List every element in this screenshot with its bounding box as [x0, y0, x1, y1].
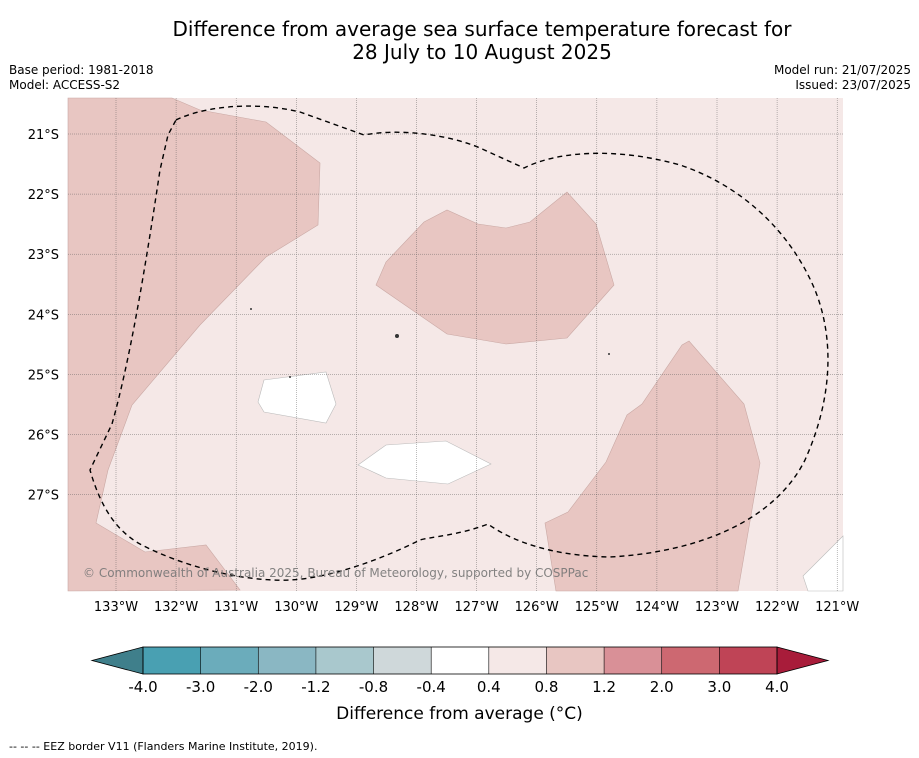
- chart-title: Difference from average sea surface temp…: [100, 18, 864, 64]
- colorbar-segment: [719, 647, 777, 674]
- colorbar-segment: [661, 647, 720, 674]
- island-1: [395, 334, 399, 338]
- white-region-3: [802, 535, 844, 592]
- title-line-1: Difference from average sea surface temp…: [172, 17, 792, 41]
- colorbar-tick-label: -0.8: [359, 678, 388, 696]
- colorbar-segment: [315, 647, 374, 674]
- white-region-1: [257, 371, 337, 424]
- lon-label: 123°W: [695, 600, 739, 615]
- lon-label: 125°W: [575, 600, 619, 615]
- lat-label: 23°S: [28, 248, 59, 263]
- colorbar-segment: [143, 647, 201, 674]
- lon-label: 130°W: [274, 600, 318, 615]
- colorbar-segment: [488, 647, 547, 674]
- lat-label: 24°S: [28, 308, 59, 323]
- colorbar-tick-label: 2.0: [650, 678, 674, 696]
- colorbar-segment: [373, 647, 432, 674]
- longitude-labels: 133°W 132°W 131°W 130°W 129°W 128°W 127°W 126°W…: [94, 600, 860, 615]
- colorbar-tick-labels: -4.0 -3.0 -2.0 -1.2 -0.8 -0.4 0.4 0.8 1.2 2.0 3.0 4…: [128, 678, 789, 696]
- lat-label: 25°S: [28, 368, 59, 383]
- colorbar-tick-label: -4.0: [128, 678, 157, 696]
- colorbar-tick-label: 0.4: [477, 678, 501, 696]
- lat-label: 26°S: [28, 429, 59, 444]
- colorbar-segment: [604, 647, 662, 674]
- colorbar-tick-label: -2.0: [244, 678, 273, 696]
- region-nw: [67, 97, 321, 592]
- colorbar-tick-label: 4.0: [765, 678, 789, 696]
- base-period: Base period: 1981-2018: [9, 63, 154, 77]
- colorbar-over-arrow: [776, 646, 830, 675]
- lat-label: 21°S: [28, 128, 59, 143]
- issued-date: Issued: 23/07/2025: [795, 78, 911, 92]
- colorbar-segment: [546, 647, 605, 674]
- lon-label: 126°W: [515, 600, 559, 615]
- anomaly-near-zero-regions: [257, 371, 844, 592]
- meta-left: Base period: 1981-2018 Model: ACCESS-S2: [9, 63, 154, 93]
- islands: [250, 308, 610, 378]
- region-se: [544, 340, 761, 592]
- watermark: © Commonwealth of Australia 2025, Bureau…: [83, 566, 588, 580]
- colorbar-segment: [258, 647, 316, 674]
- anomaly-0.8-1.2-regions: [67, 97, 761, 592]
- lon-label: 129°W: [334, 600, 378, 615]
- island-3: [608, 353, 610, 355]
- colorbar: [90, 646, 830, 675]
- lat-label: 22°S: [28, 188, 59, 203]
- island-4: [289, 376, 291, 378]
- eez-border: [89, 105, 829, 581]
- graticule: [68, 98, 843, 591]
- lat-label: 27°S: [28, 489, 59, 504]
- meta-right: Model run: 21/07/2025 Issued: 23/07/2025: [774, 63, 911, 93]
- lon-label: 133°W: [94, 600, 138, 615]
- region-central-north: [375, 191, 615, 345]
- lon-label: 124°W: [635, 600, 679, 615]
- lon-label: 128°W: [394, 600, 438, 615]
- colorbar-under-arrow: [90, 646, 144, 675]
- colorbar-tick-label: -0.4: [417, 678, 446, 696]
- lon-label: 127°W: [455, 600, 499, 615]
- lon-label: 122°W: [755, 600, 799, 615]
- latitude-labels: 21°S 22°S 23°S 24°S 25°S 26°S 27°S: [28, 128, 59, 504]
- colorbar-label: Difference from average (°C): [336, 704, 583, 724]
- footnote-eez: -- -- -- EEZ border V11 (Flanders Marine…: [9, 740, 318, 753]
- white-region-2: [357, 440, 492, 485]
- title-line-2: 28 July to 10 August 2025: [352, 40, 612, 64]
- colorbar-tick-label: -1.2: [301, 678, 330, 696]
- lon-label: 131°W: [214, 600, 258, 615]
- colorbar-segment: [431, 647, 489, 674]
- colorbar-tick-label: -3.0: [186, 678, 215, 696]
- model-name: Model: ACCESS-S2: [9, 78, 121, 92]
- colorbar-frame: [142, 646, 778, 675]
- colorbar-tick-label: 3.0: [707, 678, 731, 696]
- colorbar-segment: [200, 647, 259, 674]
- lon-label: 132°W: [154, 600, 198, 615]
- lon-label: 121°W: [815, 600, 859, 615]
- colorbar-tick-label: 0.8: [535, 678, 559, 696]
- model-run: Model run: 21/07/2025: [773, 63, 911, 77]
- island-2: [250, 308, 252, 310]
- colorbar-tick-label: 1.2: [592, 678, 616, 696]
